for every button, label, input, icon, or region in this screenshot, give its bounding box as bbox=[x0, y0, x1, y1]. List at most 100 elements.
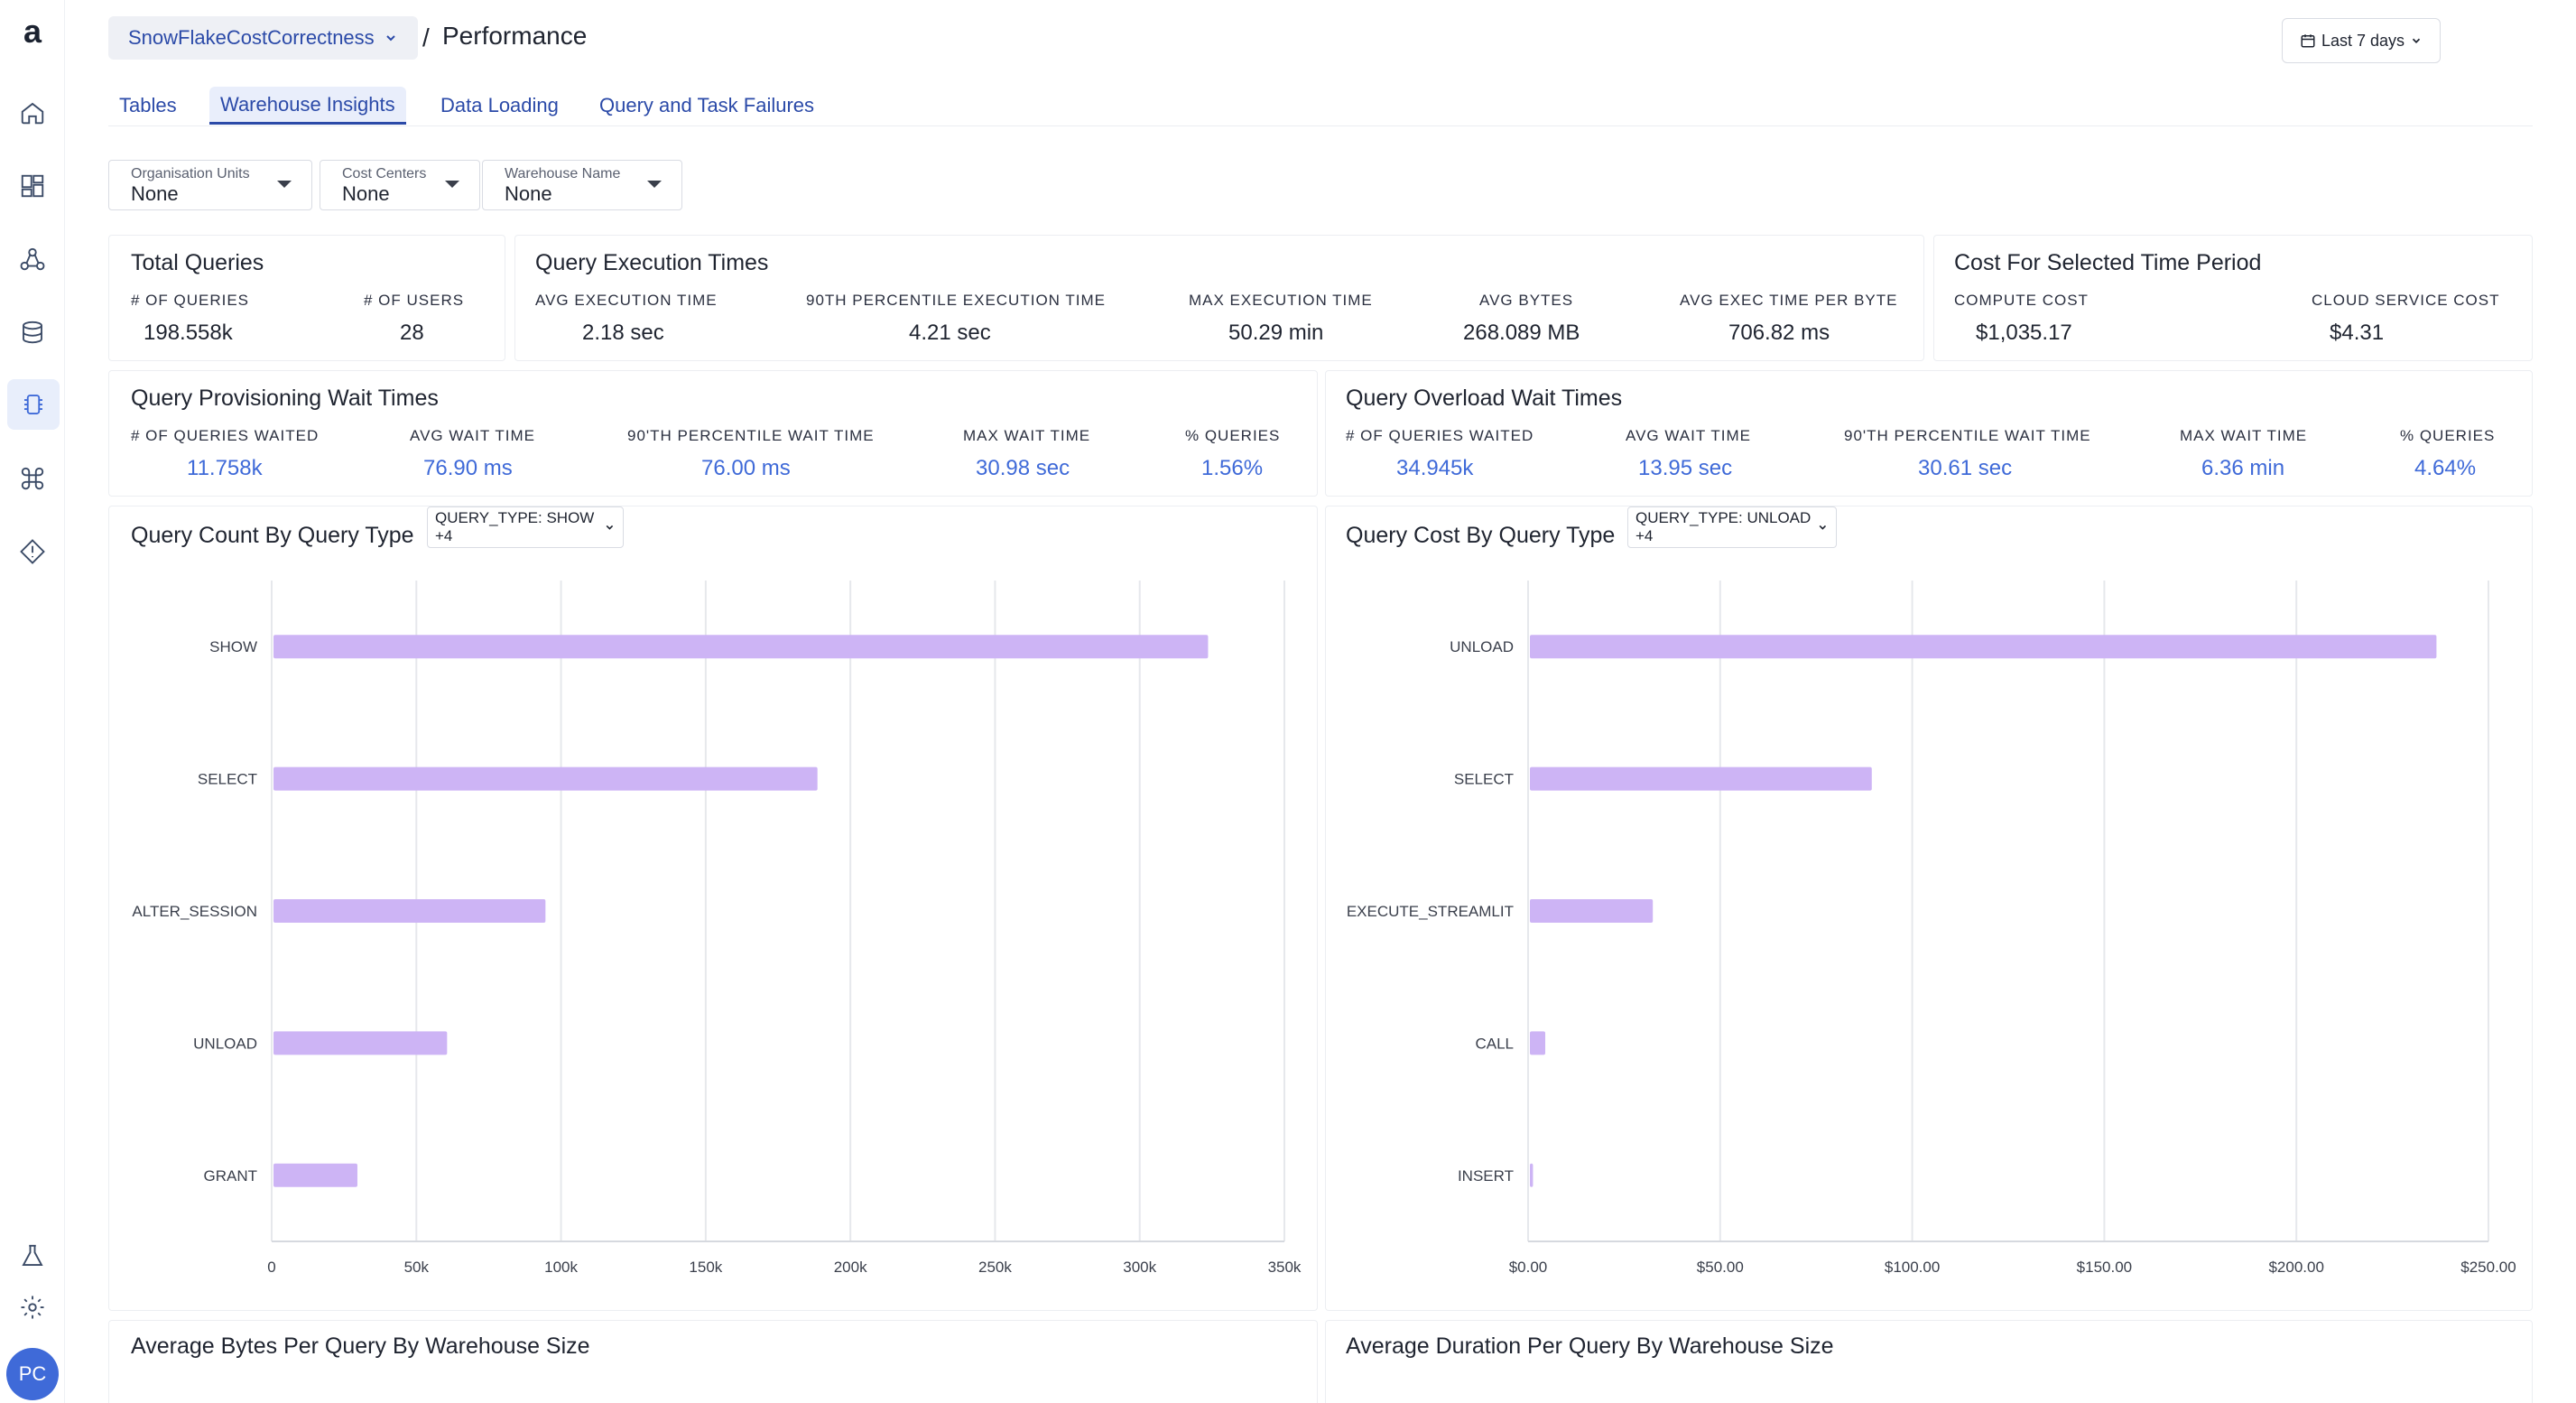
bar[interactable] bbox=[273, 635, 1209, 659]
avg-duration-card: Average Duration Per Query By Warehouse … bbox=[1325, 1320, 2533, 1403]
metric-label: 90'TH PERCENTILE WAIT TIME bbox=[1844, 427, 2091, 444]
metric-label: % QUERIES bbox=[1185, 427, 1281, 444]
chart-title: Query Count By Query Type bbox=[131, 523, 414, 548]
chip-icon[interactable] bbox=[7, 379, 60, 430]
card-title: Query Overload Wait Times bbox=[1346, 386, 1623, 411]
card-title: Cost For Selected Time Period bbox=[1954, 250, 2262, 275]
y-category-label: GRANT bbox=[204, 1167, 258, 1185]
metric-value: 4.64% bbox=[2414, 456, 2477, 480]
metric-label: # OF USERS bbox=[364, 292, 465, 309]
x-tick-label: $250.00 bbox=[2460, 1259, 2516, 1276]
x-tick-label: 300k bbox=[1123, 1259, 1156, 1276]
metric-label: AVG BYTES bbox=[1479, 292, 1574, 309]
bar[interactable] bbox=[1530, 635, 2437, 659]
metric-label: AVG WAIT TIME bbox=[410, 427, 535, 444]
card-title: Total Queries bbox=[131, 250, 264, 275]
tab-warehouse-insights[interactable]: Warehouse Insights bbox=[209, 87, 406, 125]
bar[interactable] bbox=[1530, 1163, 1534, 1187]
metric-value: 4.21 sec bbox=[909, 321, 991, 345]
filter-label: Organisation Units bbox=[131, 166, 250, 181]
filter-organisation-units[interactable]: Organisation Units None bbox=[108, 160, 312, 210]
metric-label: CLOUD SERVICE COST bbox=[2312, 292, 2500, 309]
metric-label: MAX WAIT TIME bbox=[2180, 427, 2308, 444]
y-category-label: UNLOAD bbox=[1450, 638, 1514, 655]
calendar-icon bbox=[2301, 34, 2315, 48]
bar[interactable] bbox=[273, 899, 546, 923]
bar[interactable] bbox=[273, 1031, 448, 1055]
tab-tables[interactable]: Tables bbox=[119, 94, 177, 116]
y-category-label: EXECUTE_STREAMLIT bbox=[1347, 903, 1514, 920]
provisioning-wait-card: Query Provisioning Wait Times # OF QUERI… bbox=[108, 370, 1318, 497]
metric-label: # OF QUERIES bbox=[131, 292, 250, 309]
execution-times-card: Query Execution Times AVG EXECUTION TIME… bbox=[514, 235, 1924, 361]
y-category-label: SELECT bbox=[198, 771, 257, 788]
metric-value: 198.558k bbox=[144, 321, 233, 345]
lab-icon[interactable] bbox=[14, 1238, 51, 1274]
x-tick-label: 150k bbox=[689, 1259, 722, 1276]
query-type-selector[interactable]: QUERY_TYPE: SHOW +4 bbox=[427, 506, 624, 548]
filter-warehouse-name[interactable]: Warehouse Name None bbox=[482, 160, 682, 210]
caret-down-icon bbox=[277, 181, 292, 188]
metric-label: AVG EXEC TIME PER BYTE bbox=[1680, 292, 1898, 309]
metric-label: COMPUTE COST bbox=[1954, 292, 2089, 309]
query-count-chart-card: Query Count By Query Type QUERY_TYPE: SH… bbox=[108, 506, 1318, 1311]
command-icon[interactable] bbox=[14, 460, 51, 497]
overload-wait-card: Query Overload Wait Times # OF QUERIES W… bbox=[1325, 370, 2533, 497]
x-tick-label: 350k bbox=[1268, 1259, 1302, 1276]
home-icon[interactable] bbox=[14, 95, 51, 131]
metric-label: MAX EXECUTION TIME bbox=[1189, 292, 1373, 309]
selector-value: QUERY_TYPE: SHOW +4 bbox=[435, 509, 595, 544]
bar[interactable] bbox=[1530, 767, 1872, 791]
chart-title: Query Cost By Query Type bbox=[1346, 523, 1616, 548]
x-tick-label: 250k bbox=[978, 1259, 1012, 1276]
metric-value: $4.31 bbox=[2330, 321, 2385, 345]
bar[interactable] bbox=[1530, 1031, 1546, 1055]
chevron-down-icon bbox=[385, 35, 395, 42]
tab-data-loading[interactable]: Data Loading bbox=[440, 94, 559, 116]
query-cost-chart-card: Query Cost By Query Type QUERY_TYPE: UNL… bbox=[1325, 506, 2533, 1311]
filter-value: None bbox=[505, 182, 552, 205]
date-range-button[interactable]: Last 7 days bbox=[2282, 18, 2441, 63]
metric-value: 13.95 sec bbox=[1638, 456, 1733, 480]
metric-value: 268.089 MB bbox=[1463, 321, 1580, 345]
filter-value: None bbox=[131, 182, 179, 205]
bar[interactable] bbox=[273, 1163, 357, 1187]
page-title: Performance bbox=[442, 22, 588, 50]
metric-value: 50.29 min bbox=[1228, 321, 1324, 345]
metric-label: 90'TH PERCENTILE WAIT TIME bbox=[627, 427, 875, 444]
metric-value: 28 bbox=[400, 321, 424, 345]
network-icon[interactable] bbox=[14, 241, 51, 277]
metric-label: # OF QUERIES WAITED bbox=[1346, 427, 1534, 444]
x-tick-label: $0.00 bbox=[1509, 1259, 1548, 1276]
x-tick-label: $50.00 bbox=[1697, 1259, 1744, 1276]
query-type-selector[interactable]: QUERY_TYPE: UNLOAD +4 bbox=[1627, 506, 1837, 548]
workspace-selector[interactable]: SnowFlakeCostCorrectness bbox=[108, 16, 418, 60]
metric-label: % QUERIES bbox=[2400, 427, 2496, 444]
user-avatar[interactable]: PC bbox=[6, 1348, 59, 1400]
dashboard-icon[interactable] bbox=[14, 168, 51, 204]
alert-diamond-icon[interactable] bbox=[14, 534, 51, 570]
bar[interactable] bbox=[273, 767, 818, 791]
chevron-down-icon bbox=[1819, 525, 1827, 530]
metric-label: AVG EXECUTION TIME bbox=[535, 292, 718, 309]
filter-label: Cost Centers bbox=[342, 166, 427, 181]
database-icon[interactable] bbox=[14, 314, 51, 350]
y-category-label: ALTER_SESSION bbox=[132, 903, 257, 920]
x-tick-label: 200k bbox=[834, 1259, 867, 1276]
gear-icon[interactable] bbox=[14, 1289, 51, 1325]
query-count-chart: 0 50k 100k 150k 200k 250k 300k 350k SHOW SELECT AL… bbox=[132, 581, 1302, 1276]
card-title: Query Execution Times bbox=[535, 250, 769, 275]
metric-value: 706.82 ms bbox=[1728, 321, 1830, 345]
y-category-label: SELECT bbox=[1454, 771, 1514, 788]
caret-down-icon bbox=[647, 181, 662, 188]
query-cost-chart: $0.00 $50.00 $100.00 $150.00 $200.00 $250.00 U… bbox=[1347, 581, 2516, 1276]
filter-cost-centers[interactable]: Cost Centers None bbox=[320, 160, 480, 210]
card-title: Average Bytes Per Query By Warehouse Siz… bbox=[131, 1333, 590, 1359]
app-logo[interactable]: a bbox=[23, 13, 42, 50]
bar[interactable] bbox=[1530, 899, 1654, 923]
metric-value: 11.758k bbox=[187, 456, 263, 480]
metric-value: $1,035.17 bbox=[1976, 321, 2072, 345]
metric-value: 2.18 sec bbox=[582, 321, 664, 345]
metric-label: # OF QUERIES WAITED bbox=[131, 427, 320, 444]
tab-query-task-failures[interactable]: Query and Task Failures bbox=[599, 94, 815, 116]
